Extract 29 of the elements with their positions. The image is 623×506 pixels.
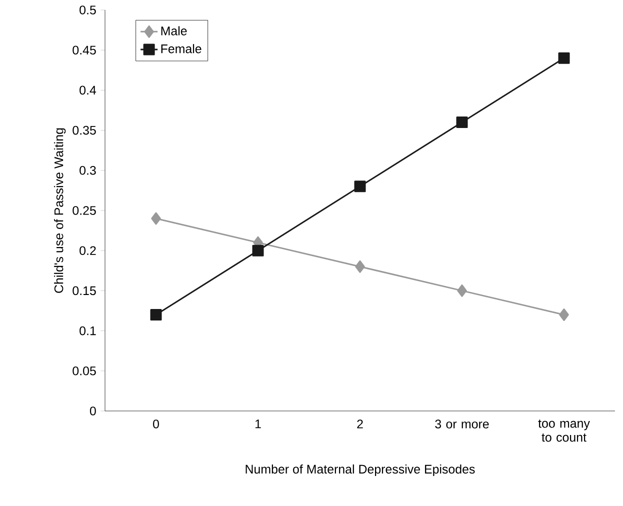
x-tick-label: too many to count bbox=[538, 420, 590, 442]
y-tick-label: 0.5 bbox=[80, 6, 96, 14]
y-tick-label: 0.35 bbox=[72, 126, 96, 135]
legend-label: Female bbox=[161, 44, 202, 54]
point bbox=[151, 212, 161, 225]
y-tick-label: 0.15 bbox=[72, 286, 96, 296]
x-tick-label: 3 or more bbox=[435, 420, 489, 428]
y-tick-label: 0.05 bbox=[72, 366, 96, 376]
y-tick-label: 0.2 bbox=[80, 246, 96, 255]
y-tick-label: 0.4 bbox=[80, 86, 96, 95]
y-tick-label: 0.3 bbox=[80, 166, 96, 175]
legend-label: Male bbox=[161, 26, 187, 36]
point bbox=[252, 244, 264, 256]
x-tick-label: 0 bbox=[153, 420, 159, 428]
x-tick-label: 1 bbox=[256, 420, 261, 428]
point bbox=[354, 180, 366, 192]
point bbox=[355, 260, 365, 273]
point bbox=[559, 308, 569, 321]
point bbox=[457, 284, 467, 297]
y-axis-title: Child's use of Passive Waiting bbox=[54, 128, 66, 293]
y-tick-label: 0 bbox=[90, 406, 96, 416]
x-tick-label: 2 bbox=[357, 420, 363, 428]
y-tick-label: 0.25 bbox=[72, 206, 96, 215]
x-axis-title: Number of Maternal Depressive Episodes bbox=[246, 464, 475, 476]
y-tick-label: 0.1 bbox=[80, 326, 96, 336]
point bbox=[150, 308, 162, 320]
point bbox=[558, 52, 570, 64]
y-tick-label: 0.45 bbox=[72, 46, 96, 55]
point bbox=[456, 116, 468, 128]
